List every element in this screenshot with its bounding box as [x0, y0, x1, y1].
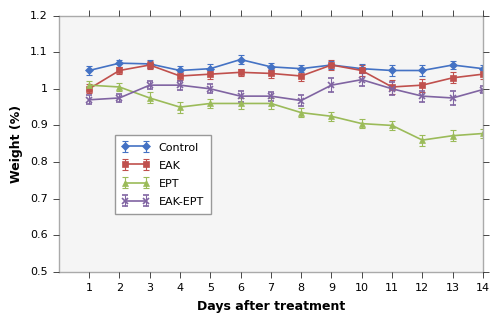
- Y-axis label: Weight (%): Weight (%): [10, 105, 23, 183]
- X-axis label: Days after treatment: Days after treatment: [196, 300, 345, 313]
- Legend: Control, EAK, EPT, EAK-EPT: Control, EAK, EPT, EAK-EPT: [116, 135, 210, 214]
